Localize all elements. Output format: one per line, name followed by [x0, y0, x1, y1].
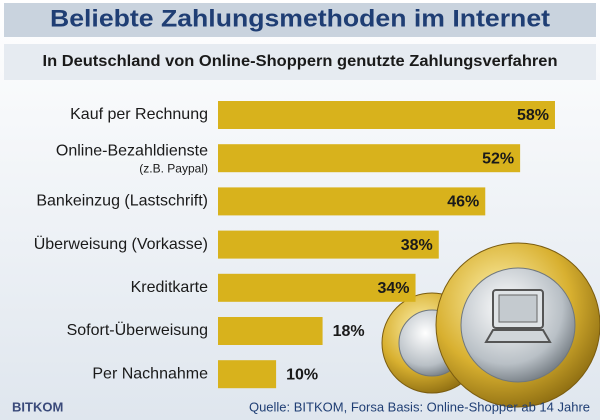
chart-subtitle: In Deutschland von Online-Shoppern genut…	[43, 53, 558, 70]
value-label: 34%	[378, 280, 410, 297]
value-label: 10%	[286, 366, 318, 383]
chart-title: Beliebte Zahlungsmethoden im Internet	[50, 5, 550, 32]
category-label: Überweisung (Vorkasse)	[34, 235, 208, 253]
value-label: 46%	[447, 194, 479, 211]
bar	[218, 317, 323, 345]
category-label: Kreditkarte	[131, 279, 208, 296]
coin-large	[435, 242, 600, 408]
value-label: 52%	[482, 150, 514, 167]
category-label: Online-Bezahldienste	[56, 142, 208, 159]
value-label: 38%	[401, 237, 433, 254]
bar	[218, 360, 277, 389]
bar	[218, 273, 416, 302]
category-label: Sofort-Überweisung	[67, 321, 208, 339]
bar	[218, 187, 486, 216]
category-label: Kauf per Rechnung	[70, 106, 208, 123]
value-label: 18%	[333, 323, 365, 340]
bar	[218, 144, 521, 173]
title-band	[4, 3, 596, 37]
source: Quelle: BITKOM, Forsa Basis: Online-Shop…	[249, 399, 590, 414]
value-label: 58%	[517, 107, 549, 124]
category-label: Per Nachnahme	[92, 365, 208, 382]
bar	[218, 230, 439, 259]
category-label: Bankeinzug (Lastschrift)	[36, 193, 208, 210]
logo: BITKOM	[12, 399, 63, 414]
bar	[218, 101, 555, 129]
subtitle-band	[4, 44, 596, 80]
category-sublabel: (z.B. Paypal)	[139, 161, 208, 175]
